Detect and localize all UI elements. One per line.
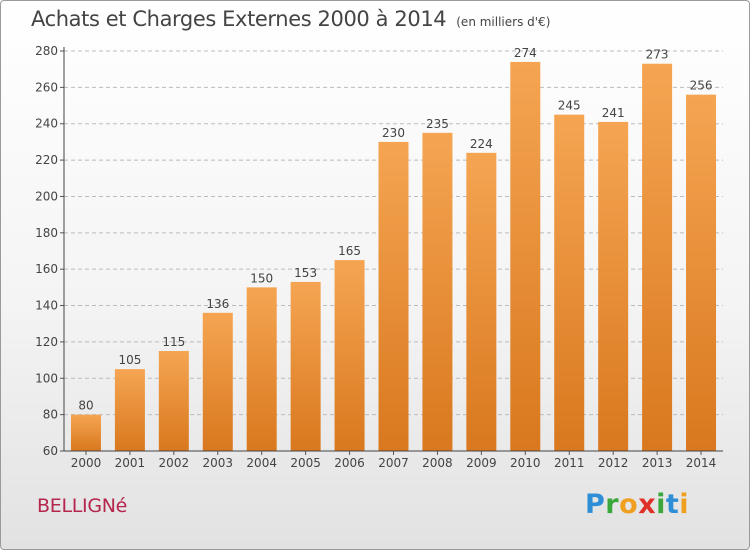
bar-value-labels: 80 105 115 136 150 153 165 230 235 224 274 245 241 27… (78, 46, 712, 413)
bar-value-label: 241 (602, 106, 625, 120)
y-axis-tick-labels: 60 80 100 120 140 160 180 200 220 240 260 280 (35, 44, 58, 458)
bar-value-label: 245 (558, 99, 581, 113)
bar (70, 414, 101, 451)
y-tick-label: 60 (43, 444, 58, 458)
y-tick-label: 200 (35, 189, 58, 203)
y-tick-label: 120 (35, 335, 58, 349)
x-tick-label: 2010 (510, 456, 541, 470)
bar (246, 287, 277, 451)
x-tick-label: 2006 (334, 456, 365, 470)
x-tick-label: 2014 (686, 456, 717, 470)
proxiti-logo: Proxiti (585, 489, 689, 520)
bar (334, 260, 365, 451)
y-tick-label: 160 (35, 262, 58, 276)
y-tick-label: 240 (35, 117, 58, 131)
bar (598, 121, 629, 451)
bar (422, 132, 453, 451)
x-tick-label: 2005 (290, 456, 321, 470)
x-tick-label: 2002 (159, 456, 190, 470)
x-tick-label: 2008 (422, 456, 453, 470)
bar (466, 152, 497, 451)
logo-letter: i (656, 489, 666, 520)
y-tick-label: 220 (35, 153, 58, 167)
x-axis-tick-labels: 2000 2001 2002 2003 2004 2005 2006 2007 2008 2009… (71, 451, 717, 470)
bar (114, 369, 145, 451)
bar-value-label: 150 (250, 271, 273, 285)
y-tick-label: 80 (43, 408, 58, 422)
x-tick-label: 2003 (202, 456, 233, 470)
bars (70, 61, 717, 452)
title-text: Achats et Charges Externes 2000 à 2014 (31, 7, 447, 31)
logo-letter: r (605, 489, 620, 520)
y-tick-label: 260 (35, 80, 58, 94)
y-tick-label: 100 (35, 371, 58, 385)
bar-value-label: 105 (118, 353, 141, 367)
bar-value-label: 165 (338, 244, 361, 258)
x-tick-label: 2007 (378, 456, 409, 470)
y-tick-label: 280 (35, 44, 58, 58)
x-tick-label: 2001 (115, 456, 146, 470)
bar-value-label: 136 (206, 297, 229, 311)
commune-name: BELLIGNé (37, 495, 128, 517)
bar (686, 94, 717, 452)
y-tick-label: 140 (35, 299, 58, 313)
bar (290, 281, 321, 451)
bar (510, 61, 541, 452)
bar (202, 312, 233, 451)
bar-value-label: 80 (78, 399, 93, 413)
bar-value-label: 224 (470, 137, 493, 151)
logo-letter: i (679, 489, 690, 520)
x-tick-label: 2012 (598, 456, 629, 470)
bar-value-label: 235 (426, 117, 449, 131)
bar-value-label: 153 (294, 266, 317, 280)
bar (554, 114, 585, 452)
x-tick-label: 2009 (466, 456, 497, 470)
x-tick-label: 2004 (246, 456, 277, 470)
bar (378, 141, 409, 451)
x-tick-label: 2011 (554, 456, 585, 470)
x-tick-label: 2000 (71, 456, 102, 470)
chart-title: Achats et Charges Externes 2000 à 2014 (e… (31, 7, 550, 31)
bar-value-label: 274 (514, 46, 537, 60)
x-tick-label: 2013 (642, 456, 673, 470)
y-tick-label: 180 (35, 226, 58, 240)
bar-value-label: 230 (382, 126, 405, 140)
bar (642, 63, 673, 452)
title-unit: (en milliers d'€) (456, 15, 551, 29)
bar-value-label: 256 (690, 79, 713, 93)
logo-letter: P (585, 489, 606, 520)
logo-letter: x (638, 489, 657, 520)
bar (158, 351, 189, 451)
bar-value-label: 273 (646, 48, 669, 62)
bar-value-label: 115 (162, 335, 185, 349)
logo-letter: t (665, 489, 680, 520)
logo-letter: o (619, 489, 639, 520)
